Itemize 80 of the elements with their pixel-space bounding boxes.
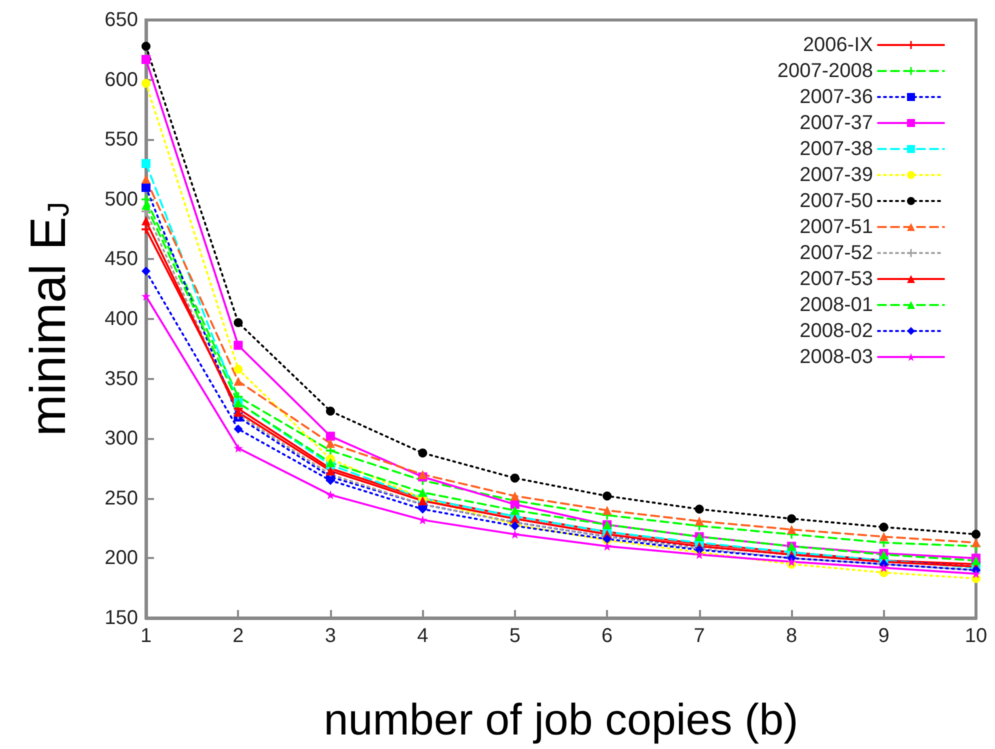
point: [694, 504, 704, 514]
x-tick-label: 5: [509, 625, 520, 647]
point: [234, 376, 243, 386]
point: [142, 216, 150, 226]
point: [326, 490, 335, 500]
point: [602, 492, 612, 501]
legend-label: 2007-2008: [777, 60, 873, 82]
point: [142, 224, 150, 234]
point: [234, 364, 243, 374]
point: [142, 182, 150, 192]
point: [142, 159, 150, 168]
point: [879, 532, 888, 542]
point: [326, 406, 335, 416]
x-tick-label: 7: [694, 625, 705, 647]
point: [787, 524, 796, 534]
legend-label: 2006-IX: [802, 34, 873, 56]
legend-label: 2007-52: [800, 242, 873, 264]
point: [326, 466, 335, 476]
point: [234, 424, 243, 434]
point: [972, 538, 980, 548]
point: [418, 488, 428, 497]
point: [694, 516, 704, 526]
y-tick-label: 250: [104, 487, 138, 510]
legend-label: 2007-37: [800, 112, 873, 134]
point: [234, 318, 243, 328]
y-tick-label: 450: [104, 248, 138, 270]
legend-label: 2007-38: [800, 138, 873, 160]
y-tick-label: 500: [104, 188, 138, 210]
x-tick-label: 8: [786, 625, 798, 647]
point: [418, 448, 428, 458]
legend-label: 2008-03: [800, 346, 873, 368]
point: [142, 174, 150, 184]
point: [142, 54, 150, 64]
x-tick-label: 3: [324, 625, 336, 647]
y-axis-title: minimal EJ: [20, 202, 76, 436]
legend-label: 2007-53: [800, 268, 873, 290]
x-tick-label: 9: [878, 625, 890, 647]
legend-label: 2008-01: [800, 294, 873, 316]
point: [326, 438, 335, 448]
point: [142, 292, 150, 301]
point: [972, 569, 980, 578]
x-tick-label: 2: [232, 625, 244, 647]
point: [418, 504, 428, 514]
point: [142, 42, 150, 51]
point: [234, 340, 243, 350]
y-tick-label: 550: [104, 128, 138, 151]
point: [972, 530, 980, 539]
point: [972, 556, 980, 566]
legend-label: 2007-50: [800, 190, 873, 212]
y-tick-label: 650: [104, 9, 138, 31]
x-tick-label: 10: [964, 625, 988, 647]
point: [879, 522, 888, 532]
point: [510, 492, 520, 501]
point: [510, 506, 520, 515]
point: [418, 470, 428, 479]
point: [787, 514, 796, 524]
y-tick-label: 200: [104, 547, 138, 570]
point: [142, 266, 150, 276]
point: [326, 432, 335, 441]
y-tick-label: 150: [104, 607, 138, 629]
point: [602, 506, 612, 515]
x-tick-label: 1: [140, 625, 152, 647]
point: [787, 557, 796, 566]
y-tick-label: 600: [104, 68, 138, 91]
legend-label: 2008-02: [800, 320, 873, 342]
point: [326, 476, 335, 485]
y-tick-label: 300: [104, 428, 138, 450]
point: [234, 444, 243, 453]
legend-label: 2007-36: [800, 86, 873, 108]
y-tick-label: 350: [104, 368, 138, 390]
x-axis-title: number of job copies (b): [324, 696, 798, 744]
point: [418, 496, 428, 506]
x-tick-label: 4: [417, 625, 428, 647]
point: [694, 550, 704, 560]
x-tick-label: 6: [602, 625, 613, 647]
point: [142, 78, 150, 88]
y-tick-label: 400: [104, 308, 138, 330]
legend-label: 2007-51: [800, 216, 873, 238]
point: [510, 474, 520, 483]
legend-label: 2007-39: [800, 164, 873, 186]
